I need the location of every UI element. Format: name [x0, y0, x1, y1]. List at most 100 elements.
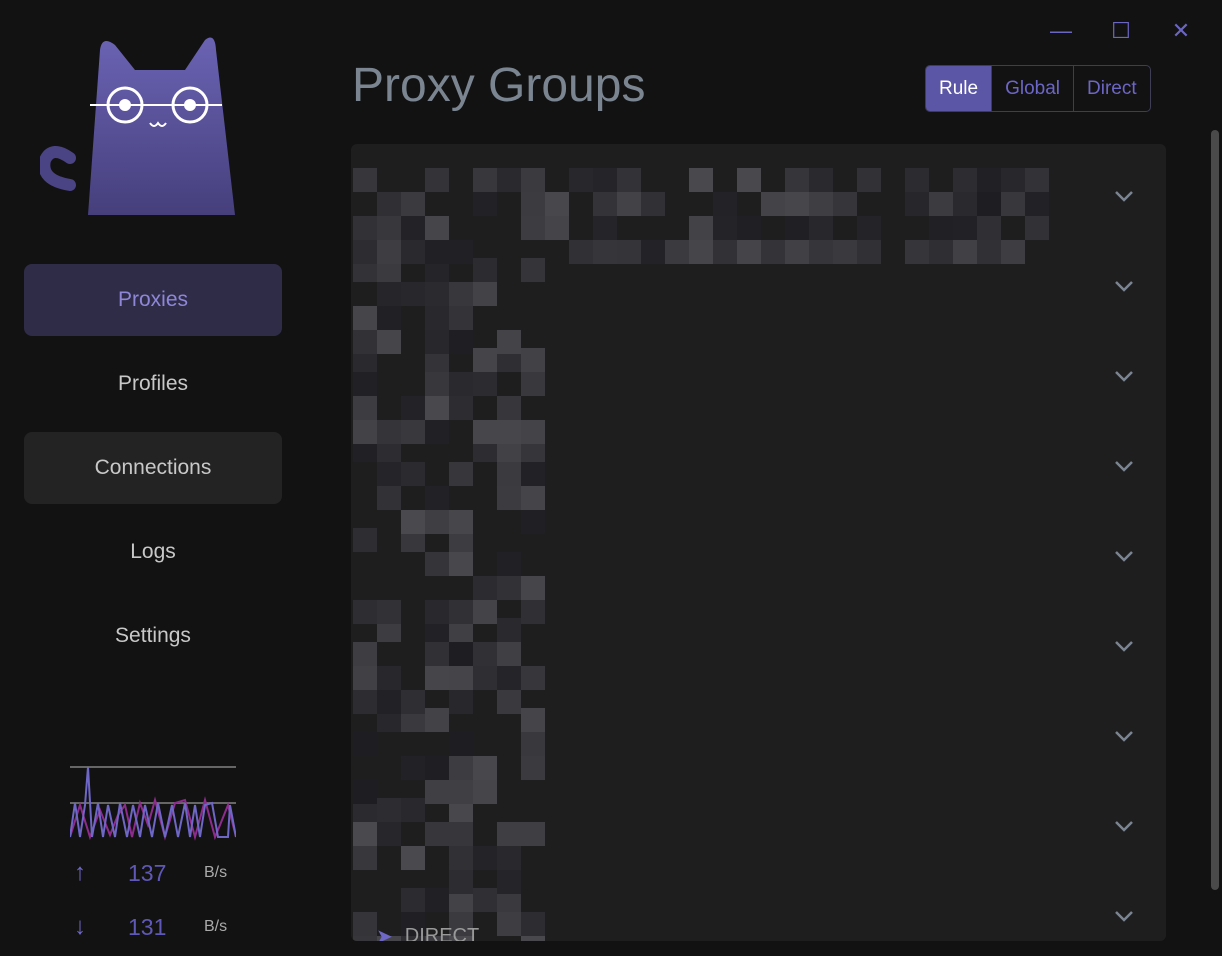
redacted-block	[425, 936, 449, 941]
redacted-block	[809, 240, 833, 264]
redacted-block	[713, 240, 737, 264]
minimize-icon[interactable]: —	[1050, 18, 1072, 43]
chevron-down-icon[interactable]	[1114, 730, 1134, 742]
redacted-block	[617, 168, 641, 192]
redacted-block	[353, 912, 377, 936]
redacted-block	[809, 192, 833, 216]
redacted-block	[353, 396, 377, 420]
scrollbar[interactable]	[1211, 130, 1219, 890]
redacted-block	[425, 372, 449, 396]
redacted-block	[1001, 192, 1025, 216]
redacted-block	[521, 708, 545, 732]
close-icon[interactable]: ✕	[1171, 18, 1191, 43]
mode-global-button[interactable]: Global	[991, 66, 1073, 111]
mode-rule-button[interactable]: Rule	[926, 66, 992, 111]
chevron-down-icon[interactable]	[1114, 640, 1134, 652]
redacted-block	[401, 192, 425, 216]
redacted-block	[449, 240, 473, 264]
redacted-block	[473, 600, 497, 624]
redacted-block	[953, 240, 977, 264]
proxy-group-list: ➤ DIRECT	[351, 144, 1166, 941]
redacted-block	[857, 216, 881, 240]
upload-speed: ↑ 137 B/s	[70, 858, 240, 888]
redacted-block	[473, 576, 497, 600]
redacted-block	[449, 372, 473, 396]
redacted-block	[929, 240, 953, 264]
redacted-block	[737, 168, 761, 192]
redacted-block	[521, 732, 545, 756]
redacted-block	[449, 396, 473, 420]
proxy-group-item[interactable]	[351, 504, 1166, 624]
traffic-graph	[70, 766, 236, 841]
maximize-icon[interactable]: ☐	[1111, 18, 1131, 43]
redacted-block	[377, 600, 401, 624]
sidebar-item-connections[interactable]: Connections	[24, 432, 282, 504]
redacted-block	[353, 528, 377, 552]
upload-value: 137	[128, 859, 167, 886]
chevron-down-icon[interactable]	[1114, 190, 1134, 202]
proxy-group-item[interactable]	[351, 324, 1166, 444]
redacted-block	[521, 756, 545, 780]
redacted-block	[521, 348, 545, 372]
redacted-block	[497, 822, 521, 846]
redacted-block	[401, 756, 425, 780]
redacted-block	[377, 216, 401, 240]
redacted-block	[401, 510, 425, 534]
redacted-block	[425, 642, 449, 666]
chevron-down-icon[interactable]	[1114, 910, 1134, 922]
redacted-block	[473, 642, 497, 666]
sidebar-item-logs[interactable]: Logs	[130, 540, 176, 563]
redacted-block	[377, 282, 401, 306]
selected-proxy: ➤ DIRECT	[376, 924, 479, 941]
redacted-block	[473, 282, 497, 306]
redacted-block	[497, 486, 521, 510]
chevron-down-icon[interactable]	[1114, 550, 1134, 562]
redacted-block	[1001, 240, 1025, 264]
redacted-block	[401, 462, 425, 486]
redacted-block	[353, 216, 377, 240]
proxy-group-item[interactable]	[351, 774, 1166, 894]
redacted-block	[905, 192, 929, 216]
proxy-group-item[interactable]	[351, 594, 1166, 714]
redacted-block	[401, 936, 425, 941]
redacted-block	[953, 216, 977, 240]
redacted-block	[425, 420, 449, 444]
redacted-block	[377, 330, 401, 354]
sidebar-item-proxies[interactable]: Proxies	[24, 264, 282, 336]
redacted-block	[425, 708, 449, 732]
send-icon: ➤	[376, 926, 393, 941]
redacted-block	[761, 192, 785, 216]
chevron-down-icon[interactable]	[1114, 820, 1134, 832]
redacted-block	[473, 846, 497, 870]
redacted-block	[425, 666, 449, 690]
redacted-block	[1001, 168, 1025, 192]
chevron-down-icon[interactable]	[1114, 460, 1134, 472]
redacted-block	[497, 690, 521, 714]
redacted-block	[593, 216, 617, 240]
redacted-block	[425, 216, 449, 240]
chevron-down-icon[interactable]	[1114, 280, 1134, 292]
mode-direct-button[interactable]: Direct	[1073, 66, 1150, 111]
redacted-block	[401, 240, 425, 264]
redacted-block	[833, 192, 857, 216]
proxy-group-item[interactable]	[351, 234, 1166, 354]
sidebar-item-profiles[interactable]: Profiles	[117, 372, 189, 395]
redacted-block	[617, 240, 641, 264]
redacted-block	[401, 912, 425, 936]
redacted-block	[449, 780, 473, 804]
redacted-block	[425, 756, 449, 780]
redacted-block	[761, 240, 785, 264]
redacted-block	[785, 168, 809, 192]
proxy-group-item[interactable]	[351, 684, 1166, 804]
sidebar-item-settings[interactable]: Settings	[115, 624, 191, 647]
proxy-group-item[interactable]	[351, 144, 1166, 264]
redacted-block	[713, 192, 737, 216]
redacted-block	[449, 732, 473, 756]
upload-line	[70, 766, 236, 838]
redacted-block	[425, 552, 449, 576]
chevron-down-icon[interactable]	[1114, 370, 1134, 382]
redacted-block	[497, 462, 521, 486]
redacted-block	[425, 888, 449, 912]
redacted-block	[785, 192, 809, 216]
redacted-block	[857, 240, 881, 264]
